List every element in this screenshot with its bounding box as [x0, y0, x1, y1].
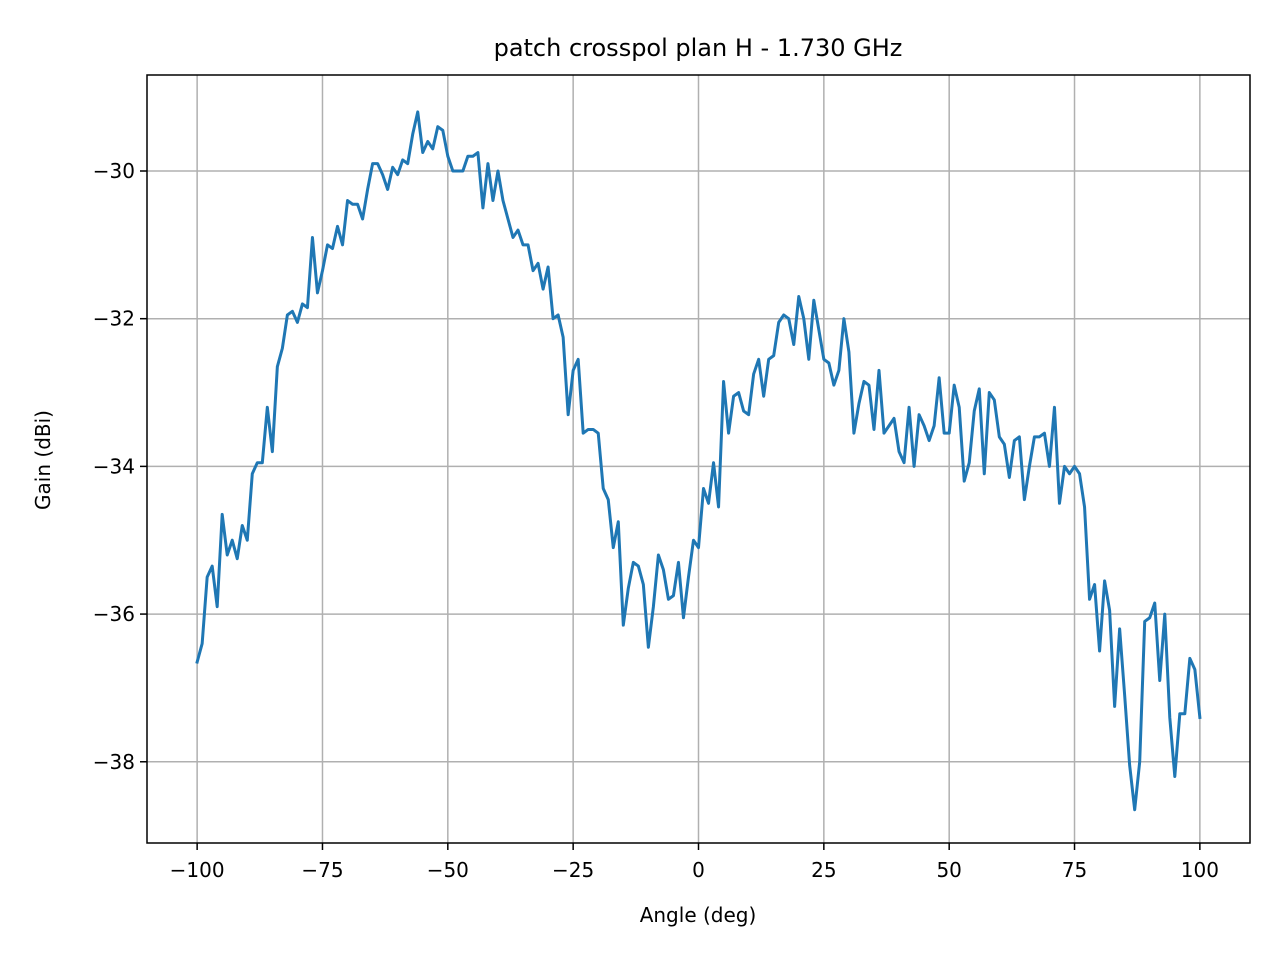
x-tick-label: −50 — [427, 858, 469, 882]
x-axis-label: Angle (deg) — [640, 903, 757, 927]
gain-series-line — [195, 110, 1202, 812]
x-tick-label: 0 — [692, 858, 705, 882]
y-tick-label: −38 — [93, 750, 135, 774]
grid-lines — [147, 75, 1250, 843]
x-tick-label: 100 — [1181, 858, 1219, 882]
y-tick-label: −34 — [93, 454, 135, 478]
x-tick-label: 25 — [811, 858, 836, 882]
x-tick-label: 50 — [936, 858, 961, 882]
x-tick-label: −75 — [301, 858, 343, 882]
x-tick-label: −25 — [552, 858, 594, 882]
y-tick-label: −36 — [93, 602, 135, 626]
y-tick-label: −32 — [93, 307, 135, 331]
x-tick-label: 75 — [1062, 858, 1087, 882]
chart-title: patch crosspol plan H - 1.730 GHz — [494, 34, 903, 62]
y-axis-label: Gain (dBi) — [31, 410, 55, 510]
x-tick-label: −100 — [170, 858, 225, 882]
y-tick-label: −30 — [93, 159, 135, 183]
axis-ticks: −100 −75 −50 −25 0 25 50 75 100 −38 −36 −34 −32 −30 — [93, 159, 1219, 882]
